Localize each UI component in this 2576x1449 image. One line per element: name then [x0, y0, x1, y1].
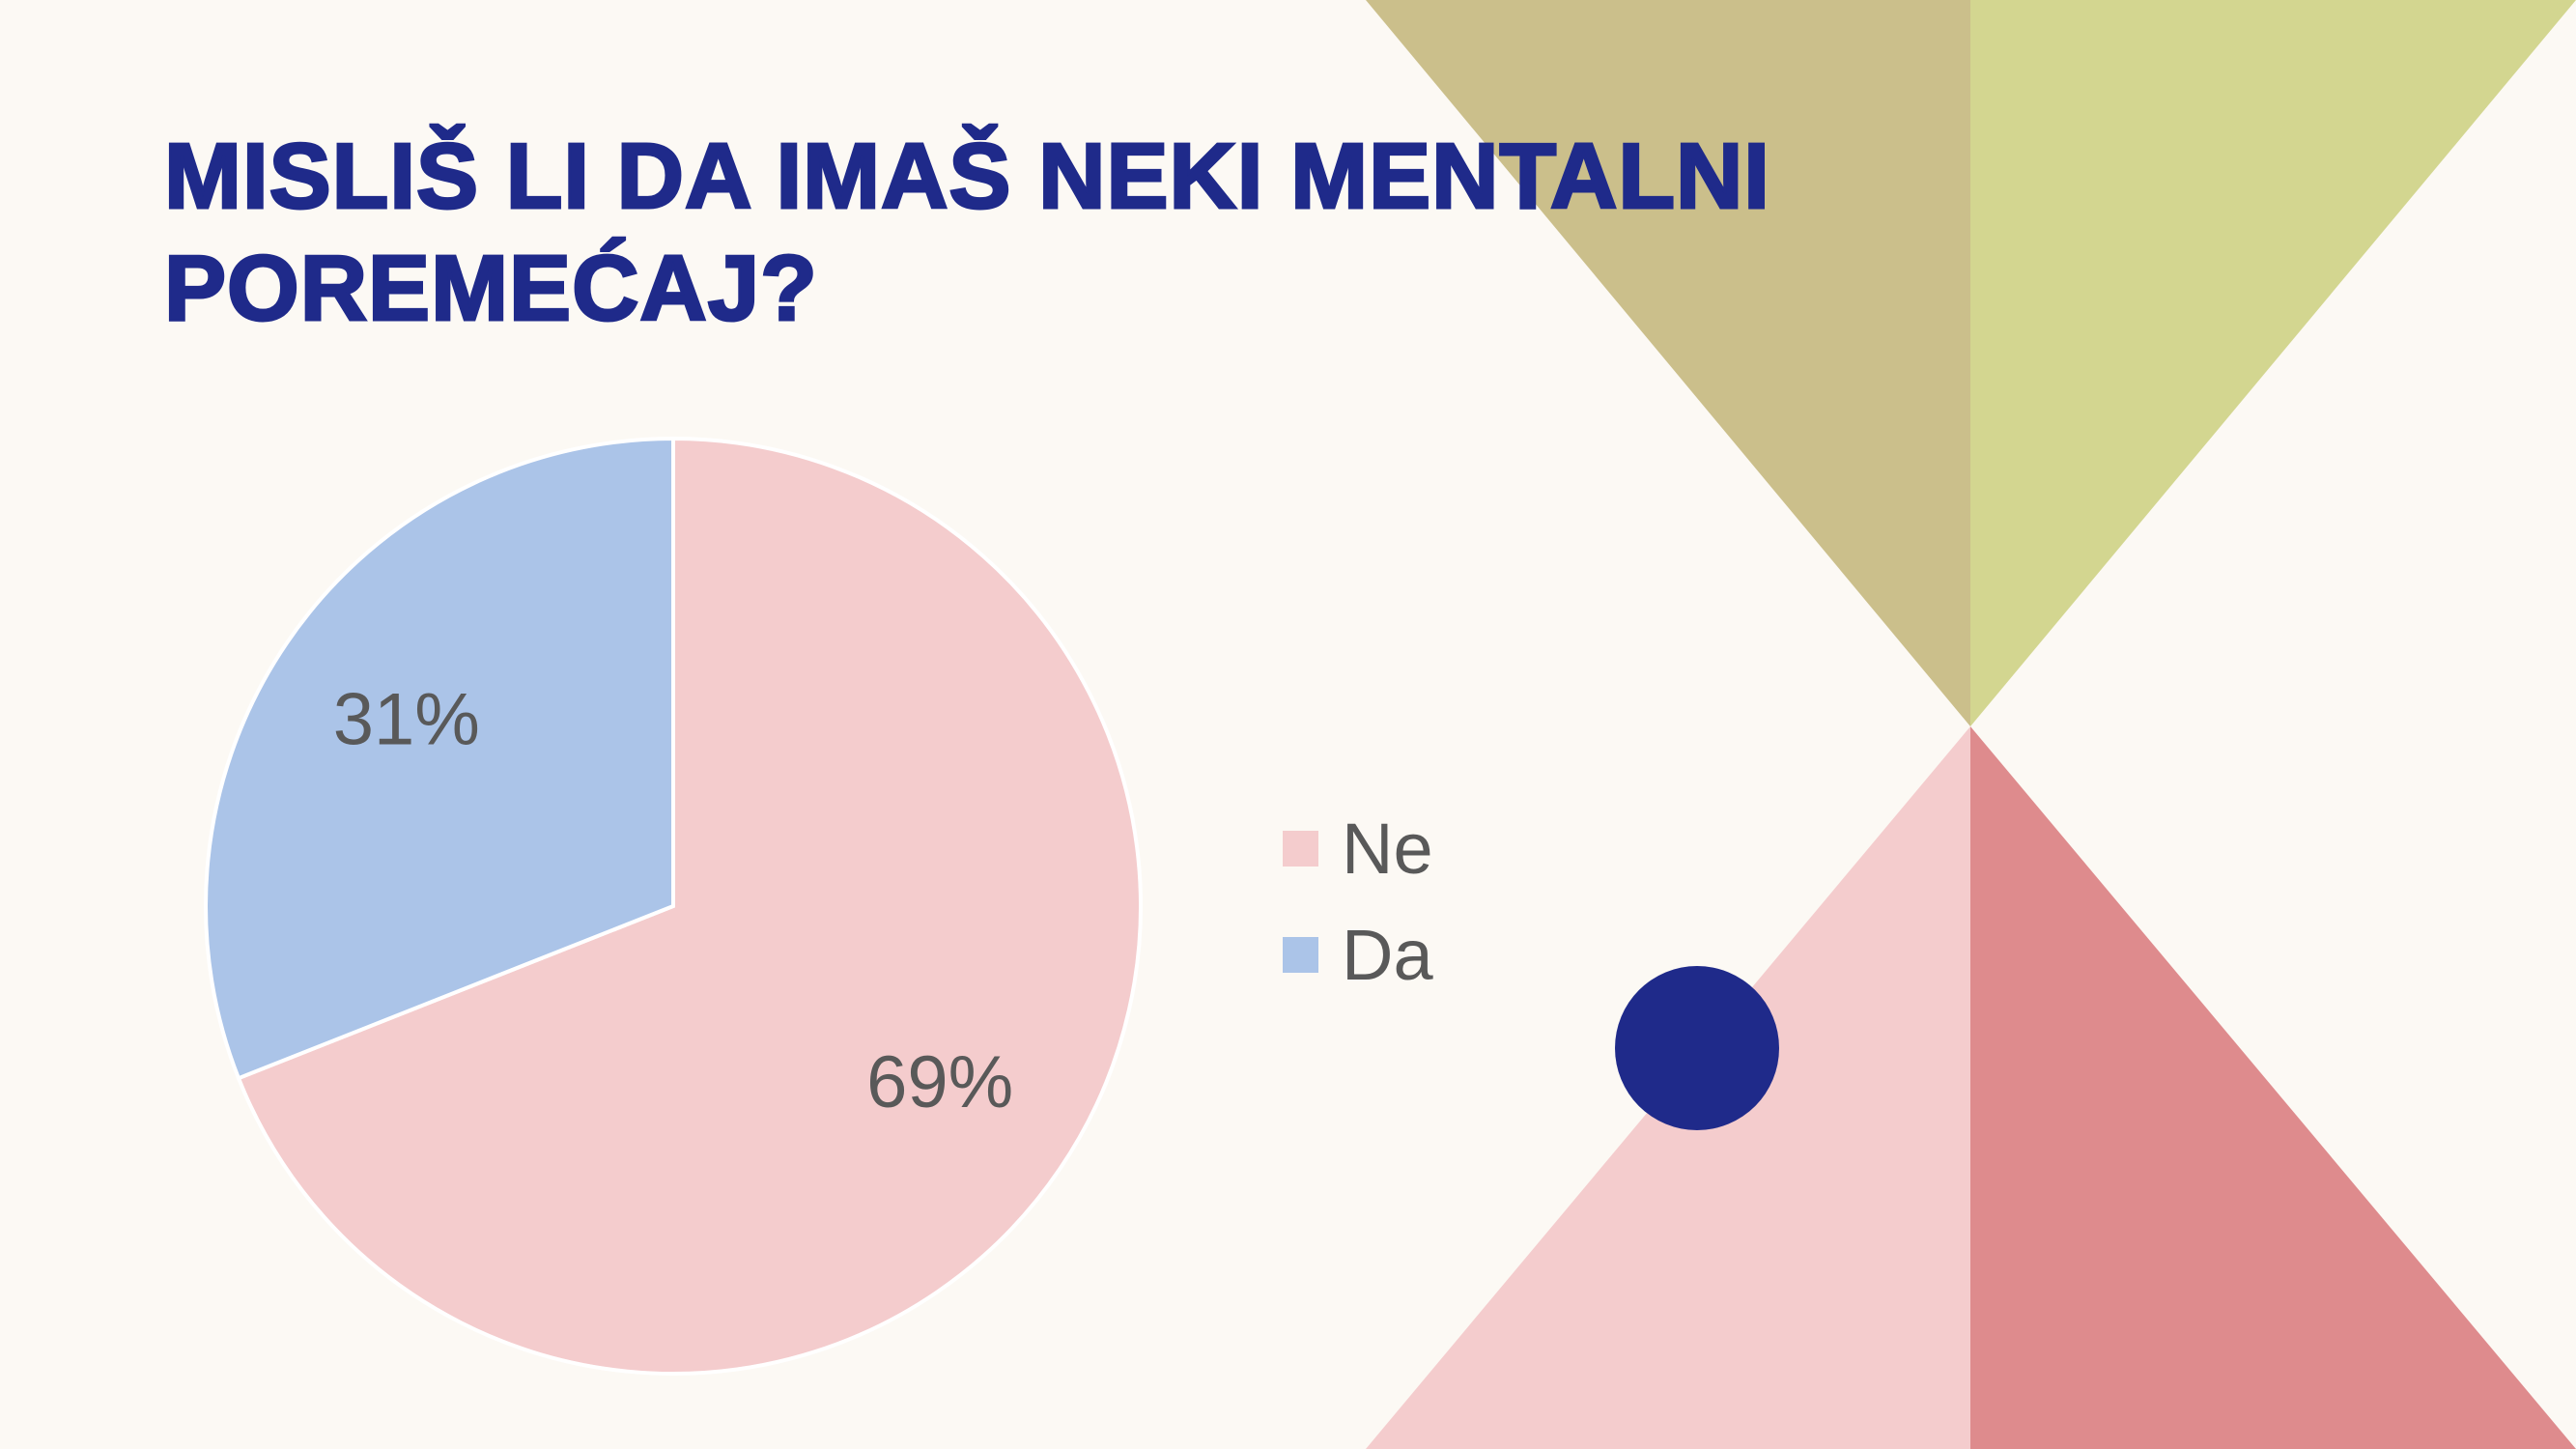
legend-label-ne: Ne [1342, 808, 1433, 889]
pie-slice-da [204, 436, 675, 1081]
legend-swatch-ne [1283, 830, 1318, 867]
slide-title: MISLIŠ LI DA IMAŠ NEKI MENTALNI POREMEĆA… [163, 124, 1771, 342]
lime-triangle [1970, 0, 2576, 726]
chart-legend: Ne Da [1283, 808, 1433, 995]
data-label-da: 31% [333, 678, 480, 760]
legend-swatch-da [1283, 936, 1318, 973]
olive-triangle [1366, 0, 1970, 726]
pie-slice-ne [236, 436, 1143, 1376]
legend-item-da: Da [1283, 914, 1433, 995]
rose-triangle [1970, 726, 2576, 1449]
legend-label-da: Da [1342, 914, 1433, 995]
navy-dot [1615, 966, 1779, 1130]
data-label-ne: 69% [866, 1041, 1013, 1123]
legend-item-ne: Ne [1283, 808, 1433, 889]
